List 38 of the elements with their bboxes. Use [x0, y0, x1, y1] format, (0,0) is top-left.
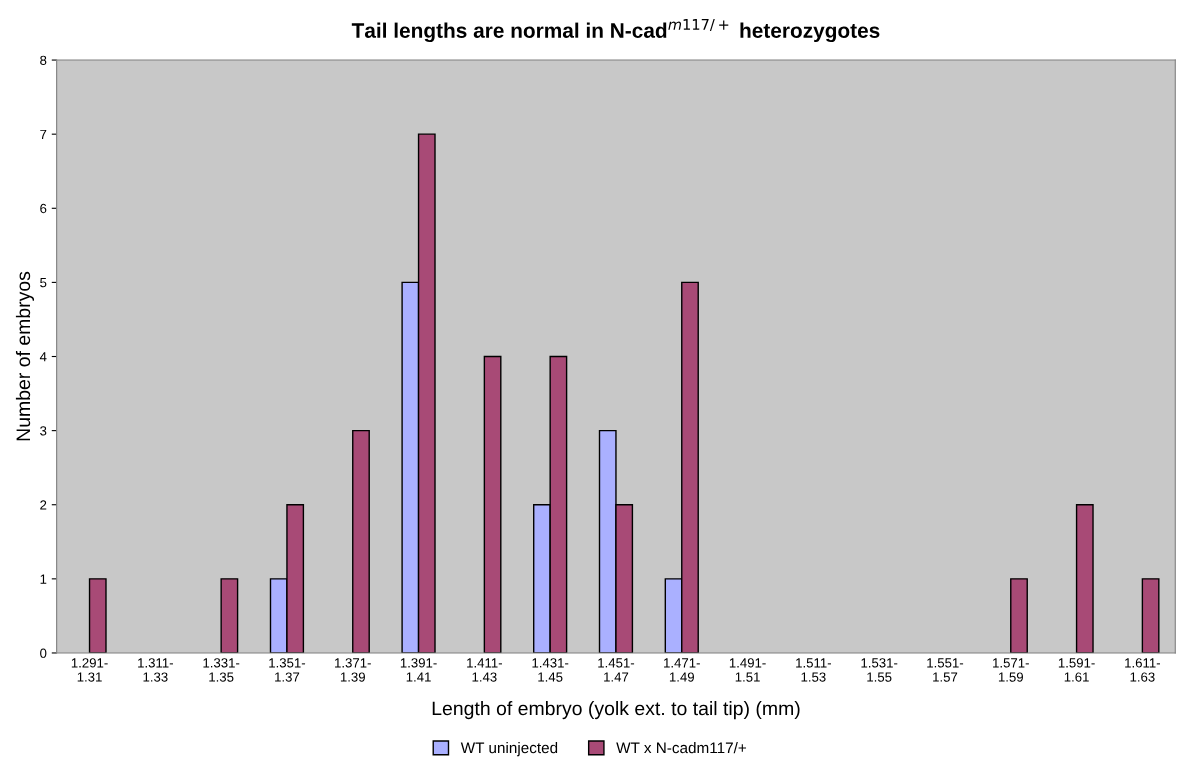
y-tick-label: 3 [40, 426, 47, 436]
x-tick-label: 1.451- 1.47 [598, 658, 635, 682]
x-tick-label: 1.471- 1.49 [664, 658, 700, 682]
x-tick-label: 1.331- 1.35 [203, 658, 240, 682]
x-tick-label: 1.491- 1.51 [729, 658, 766, 682]
x-tick-label: 1.551- 1.57 [927, 658, 964, 682]
legend-label: WT uninjected [460, 742, 558, 757]
x-tick-label: 1.291- 1.31 [71, 658, 108, 682]
y-tick-label: 1 [40, 574, 47, 584]
x-axis-title: Length of embryo (yolk ext. to tail tip) (mm) [432, 701, 800, 720]
x-tick-label: 1.531- 1.55 [861, 658, 898, 682]
x-tick-label: 1.371- 1.39 [335, 658, 371, 682]
y-axis-title: Number of embryos [15, 271, 35, 441]
y-tick-label: 2 [40, 500, 47, 510]
bar [1141, 578, 1160, 653]
y-tick-label: 5 [40, 278, 47, 288]
x-tick-label: 1.611- 1.63 [1125, 658, 1161, 682]
y-tick-label: 0 [40, 648, 47, 658]
x-tick-label: 1.431- 1.45 [532, 658, 569, 682]
x-tick-label: 1.391- 1.41 [400, 658, 437, 682]
bar [483, 355, 502, 653]
chart-title: Tail lengths are normal in N-cad$^{m117/+}$ heterozygotes [351, 19, 880, 43]
bar [1010, 578, 1028, 653]
x-tick-label: 1.511- 1.53 [796, 658, 831, 682]
x-tick-label: 1.591- 1.61 [1058, 658, 1095, 682]
bar [88, 578, 107, 653]
bar [1075, 504, 1094, 653]
legend-label: WT x N-cadm117/+ [616, 742, 747, 754]
bar [352, 429, 370, 653]
y-tick-label: 8 [40, 55, 47, 65]
x-tick-label: 1.311- 1.33 [138, 658, 173, 682]
y-tick-label: 4 [39, 352, 47, 362]
y-tick-label: 6 [40, 203, 47, 214]
bar [220, 578, 239, 653]
y-tick-label: 7 [40, 129, 47, 139]
x-tick-label: 1.411- 1.43 [467, 658, 502, 682]
x-tick-label: 1.351- 1.37 [269, 658, 306, 682]
x-tick-label: 1.571- 1.59 [993, 658, 1029, 682]
